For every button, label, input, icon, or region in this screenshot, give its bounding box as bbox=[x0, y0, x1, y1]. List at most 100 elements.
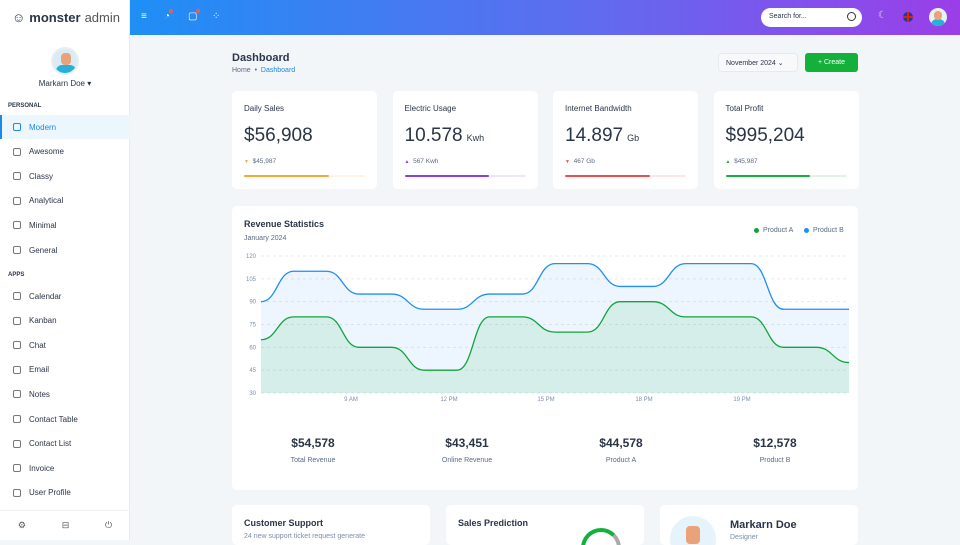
trend-up-icon: ▲ bbox=[725, 159, 731, 165]
menu-icon[interactable]: ≡ bbox=[141, 11, 147, 22]
profile-role: Designer bbox=[730, 534, 759, 541]
sidebar-item-minimal[interactable]: Minimal bbox=[0, 213, 130, 237]
sidebar-item-modern[interactable]: Modern bbox=[0, 115, 130, 139]
message-icon[interactable]: ▢ bbox=[188, 9, 201, 22]
revenue-subtitle: January 2024 bbox=[244, 235, 287, 242]
stat-progress bbox=[404, 175, 526, 177]
revenue-total: $12,578 Product B bbox=[705, 436, 845, 464]
building-icon bbox=[13, 196, 21, 205]
sidebar-item-label: Modern bbox=[29, 122, 57, 132]
stat-sub: ▲ $45,987 bbox=[726, 158, 758, 165]
grid-icon bbox=[13, 147, 21, 156]
sidebar-item-user-profile[interactable]: User Profile bbox=[0, 481, 130, 505]
sidebar-item-contact-table[interactable]: Contact Table bbox=[0, 407, 130, 431]
bell-icon[interactable]: ◔ bbox=[164, 9, 174, 22]
moon-icon[interactable]: ☾ bbox=[878, 10, 887, 21]
total-value: $54,578 bbox=[291, 436, 335, 450]
sidebar-item-label: Notes bbox=[29, 389, 50, 399]
user-name: Markarn Doe bbox=[38, 79, 85, 88]
revenue-total: $44,578 Product A bbox=[551, 436, 691, 464]
x-tick-label: 19 PM bbox=[733, 397, 750, 403]
kanban-icon bbox=[13, 316, 21, 325]
sidebar-item-general[interactable]: General bbox=[0, 238, 130, 262]
inbox-icon[interactable]: ⊟ bbox=[61, 520, 70, 530]
revenue-chart: 30 45 60 75 90 105 120 9 AM 12 PM 15 PM 18 PM 19 PM bbox=[246, 254, 850, 403]
sales-prediction-card: Sales Prediction bbox=[446, 505, 644, 545]
sidebar-item-label: Kanban bbox=[29, 316, 57, 326]
sidebar-item-analytical[interactable]: Analytical bbox=[0, 189, 130, 213]
sidebar-item-label: Calendar bbox=[29, 291, 62, 301]
breadcrumb-current: Dashboard bbox=[260, 67, 296, 74]
brand-name-light: admin bbox=[84, 10, 120, 25]
mail-icon bbox=[13, 365, 21, 374]
customer-support-card: Customer Support 24 new support ticket r… bbox=[232, 505, 430, 545]
sidebar-item-label: Analytical bbox=[29, 196, 64, 206]
create-button[interactable]: + Create bbox=[805, 53, 858, 72]
sidebar-item-notes[interactable]: Notes bbox=[0, 382, 130, 406]
uk-flag-icon[interactable] bbox=[903, 12, 913, 22]
stat-value: 14.897 Gb bbox=[565, 125, 639, 147]
breadcrumb-separator: • bbox=[254, 67, 258, 74]
legend-product-b[interactable]: Product B bbox=[804, 227, 844, 234]
brand-logo[interactable]: ☺ monster admin bbox=[12, 10, 120, 25]
customer-support-text: 24 new support ticket request generate bbox=[244, 533, 366, 540]
y-tick-label: 90 bbox=[249, 300, 256, 306]
sidebar-item-label: Chat bbox=[29, 340, 46, 350]
stat-value: $995,204 bbox=[726, 125, 809, 147]
sidebar-item-calendar[interactable]: Calendar bbox=[0, 284, 130, 308]
customer-support-title: Customer Support bbox=[244, 518, 324, 528]
user-menu[interactable]: Markarn Doe ▾ bbox=[0, 79, 130, 88]
power-icon[interactable]: ⏻ bbox=[105, 520, 113, 530]
sidebar-item-classy[interactable]: Classy bbox=[0, 164, 130, 188]
chat-icon bbox=[13, 341, 21, 350]
sidebar-item-awesome[interactable]: Awesome bbox=[0, 140, 130, 164]
sidebar-item-chat[interactable]: Chat bbox=[0, 333, 130, 357]
home-icon bbox=[13, 221, 21, 230]
stat-sub: ▼ $45,987 bbox=[244, 158, 276, 165]
sidebar-item-label: Contact Table bbox=[29, 414, 78, 424]
legend-dot bbox=[754, 228, 759, 233]
stat-number: 14.897 bbox=[565, 125, 624, 146]
date-select-value: November 2024 bbox=[726, 60, 776, 67]
trend-up-icon: ▲ bbox=[404, 159, 410, 165]
y-tick-label: 75 bbox=[249, 323, 256, 329]
sidebar-item-label: General bbox=[29, 245, 58, 255]
sidebar-item-invoice[interactable]: Invoice bbox=[0, 456, 130, 480]
search-input[interactable]: Search for... bbox=[761, 8, 862, 27]
stat-label: Daily Sales bbox=[244, 104, 285, 113]
sidebar: ☺ monster admin Markarn Doe ▾ PERSONAL Mod… bbox=[0, 0, 130, 540]
sidebar-item-email[interactable]: Email bbox=[0, 358, 130, 382]
date-select[interactable]: November 2024 ⌄ bbox=[718, 53, 798, 72]
sidebar-item-kanban[interactable]: Kanban bbox=[0, 309, 130, 333]
settings-icon[interactable]: ⚙ bbox=[17, 520, 26, 530]
y-tick-label: 45 bbox=[249, 368, 256, 374]
x-tick-label: 9 AM bbox=[344, 397, 358, 403]
legend-product-a[interactable]: Product A bbox=[754, 227, 793, 234]
line-product-b bbox=[260, 262, 849, 310]
profile-avatar[interactable] bbox=[929, 8, 947, 26]
profile-name: Markarn Doe bbox=[730, 519, 797, 531]
x-tick-label: 15 PM bbox=[537, 397, 554, 403]
contact-table-icon bbox=[13, 415, 21, 423]
sidebar-item-contact-list[interactable]: Contact List bbox=[0, 432, 130, 456]
sidebar-item-label: Awesome bbox=[29, 147, 64, 157]
apps-icon[interactable]: ⁘ bbox=[212, 11, 221, 22]
area-product-b bbox=[261, 263, 849, 393]
y-tick-label: 120 bbox=[246, 254, 257, 260]
breadcrumb-home[interactable]: Home bbox=[232, 67, 251, 74]
total-value: $43,451 bbox=[445, 436, 489, 450]
revenue-total: $54,578 Total Revenue bbox=[243, 436, 383, 464]
topbar: ≡ ◔ ▢ ⁘ Search for... ☾ bbox=[130, 0, 960, 35]
search-icon[interactable] bbox=[847, 12, 856, 21]
avatar[interactable] bbox=[51, 47, 79, 75]
x-tick-label: 18 PM bbox=[635, 397, 652, 403]
y-tick-label: 60 bbox=[249, 345, 256, 351]
stat-label: Total Profit bbox=[725, 104, 764, 113]
stat-card: Internet Bandwidth 14.897 Gb ▼ 467 Gb bbox=[553, 91, 698, 189]
stat-card: Electric Usage 10.578 Kwh ▲ 567 Kwh bbox=[392, 91, 538, 189]
revenue-card: Revenue Statistics January 2024 Product … bbox=[232, 206, 858, 490]
stat-unit: Gb bbox=[627, 133, 640, 143]
stat-value: $56,908 bbox=[244, 125, 317, 147]
breadcrumb: Home • Dashboard bbox=[232, 67, 295, 74]
total-value: $12,578 bbox=[753, 436, 797, 450]
